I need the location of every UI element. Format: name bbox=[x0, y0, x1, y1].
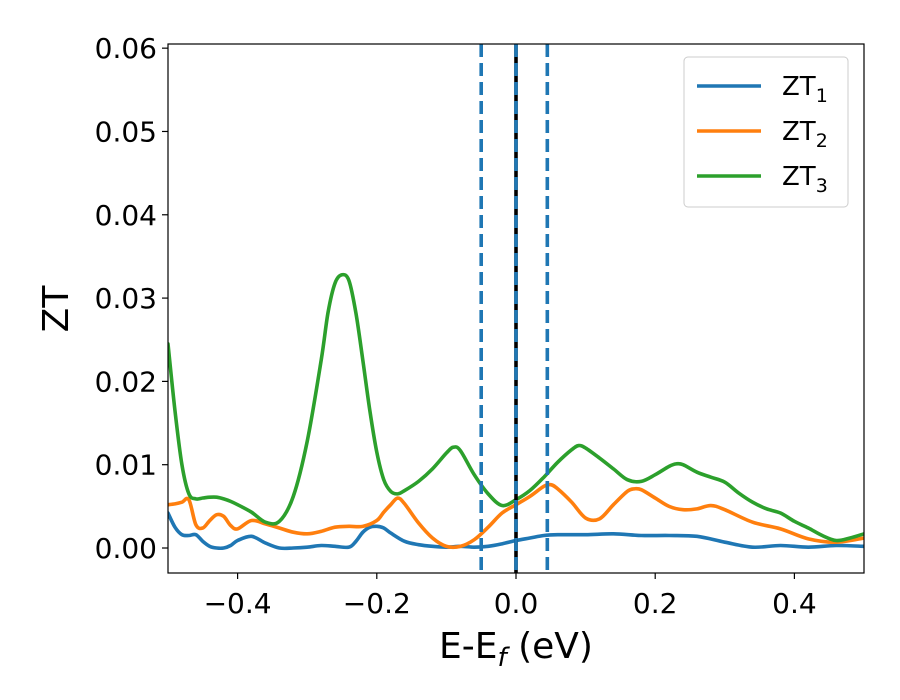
y-tick-label: 0.04 bbox=[95, 199, 157, 232]
legend-label-3: ZT3 bbox=[782, 162, 828, 197]
x-axis-label-unit: (eV) bbox=[507, 626, 593, 667]
x-axis-label-main: E-E bbox=[439, 626, 497, 667]
series-line-2 bbox=[168, 482, 864, 550]
series-line-1 bbox=[168, 511, 864, 551]
y-tick-label: 0.06 bbox=[95, 32, 157, 65]
legend-label-1: ZT1 bbox=[782, 72, 828, 107]
legend-label-2: ZT2 bbox=[782, 117, 828, 152]
series-line-3 bbox=[168, 272, 864, 543]
legend-label-subscript: 1 bbox=[816, 85, 828, 107]
legend-label-subscript: 3 bbox=[816, 175, 828, 197]
legend-label-main: ZT bbox=[782, 117, 816, 147]
y-axis-label: ZT bbox=[36, 285, 77, 333]
x-tick-label: 0.2 bbox=[633, 587, 678, 620]
x-tick-label: 0.4 bbox=[772, 587, 817, 620]
y-tick-label: 0.05 bbox=[95, 115, 157, 148]
legend-label-subscript: 2 bbox=[816, 130, 828, 152]
legend-label-main: ZT bbox=[782, 162, 816, 192]
x-axis-label: E-Ef (eV) bbox=[439, 626, 593, 673]
y-axis-ticks: 0.00 0.01 0.02 0.03 0.04 0.05 0.06 bbox=[95, 32, 168, 565]
x-tick-label: −0.4 bbox=[204, 587, 272, 620]
x-tick-label: 0.0 bbox=[494, 587, 539, 620]
x-axis-ticks: −0.4 −0.2 0.0 0.2 0.4 bbox=[204, 573, 817, 620]
y-tick-label: 0.02 bbox=[95, 365, 157, 398]
x-tick-label: −0.2 bbox=[343, 587, 411, 620]
legend-frame bbox=[683, 56, 849, 208]
legend-label-main: ZT bbox=[782, 72, 816, 102]
series-group bbox=[168, 44, 864, 573]
y-tick-label: 0.00 bbox=[95, 532, 157, 565]
y-tick-label: 0.01 bbox=[95, 449, 157, 482]
y-tick-label: 0.03 bbox=[95, 282, 157, 315]
